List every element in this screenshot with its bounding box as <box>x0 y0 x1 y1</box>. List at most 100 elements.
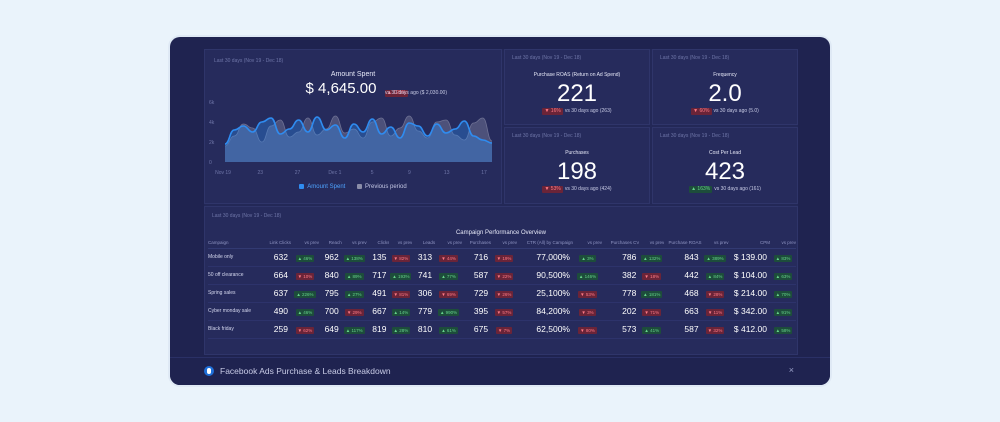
change-badge: ▲ 83% <box>773 255 793 262</box>
metric-value: 202 <box>602 302 640 321</box>
legend-amount-spent[interactable]: Amount Spent <box>299 184 345 190</box>
column-header[interactable]: CTR (All) by Campaign <box>516 238 573 249</box>
x-tick-label: 5 <box>371 170 374 176</box>
column-header[interactable]: vs prev <box>290 238 319 249</box>
metric-value: 667 <box>366 302 390 321</box>
metric-value: 819 <box>366 320 390 339</box>
column-header[interactable]: vs prev <box>435 238 463 249</box>
change-cell: ▲ 3% <box>572 248 603 267</box>
change-badge: ▲ 46% <box>295 255 315 262</box>
campaign-name: Spring sales <box>208 284 262 303</box>
kpi-purchase-roas[interactable]: Last 30 days (Nov 19 - Dec 18) Purchase R… <box>504 49 650 125</box>
amount-spent-panel[interactable]: Last 30 days (Nov 19 - Dec 18) Amount Sp… <box>204 49 502 204</box>
x-tick-label: 13 <box>444 170 450 176</box>
change-badge: ▲ 28% <box>391 327 411 334</box>
change-badge: ▼ 3% <box>579 309 596 316</box>
change-cell: ▲ 146% <box>572 266 603 285</box>
change-badge: ▼ 62% <box>295 327 315 334</box>
table-row[interactable]: Black friday 259 ▼ 62% 649 ▲ 117% 819 ▲ 28% 810… <box>208 320 796 339</box>
kpi-compare: ▼ 16% vs 30 days ago (263) <box>505 108 649 115</box>
amount-spent-value: $ 4,645.00 <box>305 80 377 97</box>
metric-value: 716 <box>462 248 492 267</box>
change-badge: ▼ 81% <box>391 291 411 298</box>
amount-compare-text: vs 30 days ago ($ 2,030.00) <box>385 90 447 96</box>
metric-value: $ 139.00 <box>728 248 770 267</box>
change-cell: ▲ 70% <box>769 284 796 303</box>
change-badge: ▼ 69% <box>439 291 458 298</box>
table-row[interactable]: 50 off clearance 664 ▼ 10% 840 ▲ 89% 717 ▲ 193… <box>208 266 796 285</box>
metric-value: $ 104.00 <box>728 266 770 285</box>
metric-value: 382 <box>602 266 640 285</box>
column-header[interactable]: vs prev <box>769 238 796 249</box>
change-cell: ▲ 89% <box>341 266 367 285</box>
series-line-0 <box>224 116 493 145</box>
metric-value: 77,000% <box>516 248 573 267</box>
kpi-compare: ▼ 53% vs 30 days ago (424) <box>505 186 649 193</box>
metric-value: 664 <box>261 266 291 285</box>
change-cell: ▲ 132% <box>639 248 665 267</box>
metric-value: 649 <box>318 320 342 339</box>
column-header[interactable]: Purchases CV <box>602 238 640 249</box>
metric-value: 729 <box>462 284 492 303</box>
change-badge: ▼ 26% <box>494 291 514 298</box>
column-header[interactable]: vs prev <box>341 238 367 249</box>
column-header[interactable]: Purchases <box>462 238 492 249</box>
change-cell: ▲ 28% <box>389 320 413 339</box>
metric-value: 491 <box>366 284 390 303</box>
y-tick-label: 4k <box>209 120 215 126</box>
column-header[interactable]: Link Clicks <box>261 238 291 249</box>
change-badge: ▲ 14% <box>391 309 411 316</box>
change-badge: ▲ 84% <box>705 273 725 280</box>
change-badge: ▲ 226% <box>294 291 316 298</box>
metric-value: 306 <box>412 284 436 303</box>
compare-text: vs 30 days ago (5.0) <box>713 108 759 114</box>
chart-legend: Amount Spent Previous period <box>205 184 501 190</box>
column-header[interactable]: vs prev <box>491 238 517 249</box>
change-badge: ▼ 18% <box>642 273 662 280</box>
change-badge: ▲ 89% <box>344 273 364 280</box>
change-cell: ▼ 82% <box>389 248 413 267</box>
metric-value: $ 342.00 <box>728 302 770 321</box>
legend-previous-period[interactable]: Previous period <box>357 184 407 190</box>
column-header[interactable]: vs prev <box>572 238 603 249</box>
column-header[interactable]: Reach <box>318 238 342 249</box>
column-header[interactable]: vs prev <box>639 238 665 249</box>
metric-value: $ 412.00 <box>728 320 770 339</box>
change-cell: ▲ 138% <box>341 248 367 267</box>
x-tick-label: 23 <box>258 170 264 176</box>
column-header[interactable]: Campaign <box>208 238 262 249</box>
kpi-cost-per-lead[interactable]: Last 30 days (Nov 19 - Dec 18) Cost Per L… <box>652 127 798 204</box>
change-cell: ▲ 27% <box>341 284 367 303</box>
kpi-frequency[interactable]: Last 30 days (Nov 19 - Dec 18) Frequency 2… <box>652 49 798 125</box>
metric-value: 637 <box>261 284 291 303</box>
checkbox-icon <box>357 184 362 189</box>
column-header[interactable]: Clicks <box>366 238 390 249</box>
metric-value: 632 <box>261 248 291 267</box>
table-body: Mobile only 632 ▲ 46% 962 ▲ 138% 135 ▼ 82% 313 ▼… <box>208 248 796 339</box>
close-icon[interactable]: × <box>788 365 794 375</box>
table-row[interactable]: Mobile only 632 ▲ 46% 962 ▲ 138% 135 ▼ 82% 313 ▼… <box>208 248 796 267</box>
change-badge: ▲ 91% <box>773 309 793 316</box>
metric-value: 843 <box>664 248 702 267</box>
amount-change-badge: ▲ 129% <box>385 90 409 97</box>
change-cell: ▼ 7% <box>491 320 517 339</box>
change-badge: ▲ 117% <box>343 327 365 334</box>
column-header[interactable]: Leads <box>412 238 436 249</box>
x-tick-label: Dec 1 <box>328 170 341 176</box>
metric-value: 84,200% <box>516 302 573 321</box>
column-header[interactable]: CPM <box>728 238 770 249</box>
table-row[interactable]: Cyber monday sale 490 ▲ 46% 700 ▼ 29% 667 ▲ 14… <box>208 302 796 321</box>
x-tick-label: 27 <box>295 170 301 176</box>
change-badge: ▼ 44% <box>439 255 458 262</box>
column-header[interactable]: vs prev <box>389 238 413 249</box>
change-cell: ▲ 226% <box>290 284 319 303</box>
column-header[interactable]: vs prev <box>701 238 729 249</box>
dashboard-window: Last 30 days (Nov 19 - Dec 18) Amount Sp… <box>170 37 830 385</box>
column-header[interactable]: Purchase ROAS <box>664 238 702 249</box>
table-row[interactable]: Spring sales 637 ▲ 226% 795 ▲ 27% 491 ▼ 81% 306… <box>208 284 796 303</box>
kpi-title: Frequency <box>713 72 737 78</box>
metric-value: 468 <box>664 284 702 303</box>
kpi-purchases[interactable]: Last 30 days (Nov 19 - Dec 18) Purchases 1… <box>504 127 650 204</box>
change-cell: ▲ 117% <box>341 320 367 339</box>
